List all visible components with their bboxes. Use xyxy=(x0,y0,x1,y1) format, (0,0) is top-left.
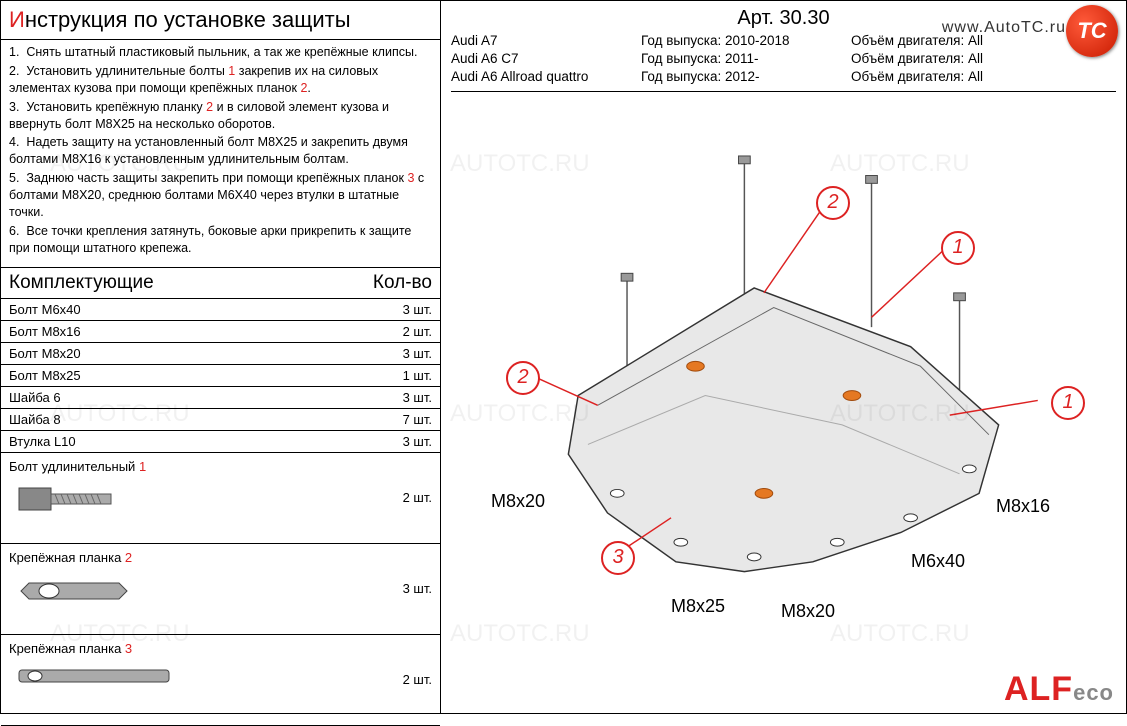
part-qty: 3 шт. xyxy=(350,386,440,408)
callout-1: 1 xyxy=(1051,386,1085,420)
part-name: Шайба 8 xyxy=(1,408,350,430)
table-row: Втулка L103 шт. xyxy=(1,430,440,452)
instruction-step: 2. Установить удлинительные болты 1 закр… xyxy=(9,63,432,97)
part-name: Болт М8х25 xyxy=(1,364,350,386)
parts-table: Болт М6х403 шт.Болт М8х162 шт.Болт М8х20… xyxy=(1,299,440,726)
table-row: Шайба 87 шт. xyxy=(1,408,440,430)
parts-header: Комплектующие Кол-во xyxy=(1,268,440,299)
part-qty: 2 шт. xyxy=(350,634,440,725)
callout-3: 3 xyxy=(601,541,635,575)
vehicle-year: Год выпуска: 2012- xyxy=(641,68,841,86)
plate-slot-icon xyxy=(9,656,179,696)
part-qty: 1 шт. xyxy=(350,364,440,386)
bolt-label: M8x25 xyxy=(671,596,725,617)
part-qty: 3 шт. xyxy=(350,543,440,634)
vehicle-model: Audi A6 Allroad quattro xyxy=(451,68,631,86)
plate-hole-icon xyxy=(9,565,159,615)
table-row: Шайба 63 шт. xyxy=(1,386,440,408)
part-name: Шайба 6 xyxy=(1,386,350,408)
vehicle-model: Audi A7 xyxy=(451,32,631,50)
bolt-label: M8x20 xyxy=(781,601,835,622)
part-name: Болт М8х16 xyxy=(1,320,350,342)
table-row: Крепёжная планка 23 шт. xyxy=(1,543,440,634)
instruction-step: 3. Установить крепёжную планку 2 и в сил… xyxy=(9,99,432,133)
parts-header-right: Кол-во xyxy=(373,272,432,294)
table-row: Болт удлинительный 12 шт. xyxy=(1,452,440,543)
skid-plate-diagram: 1 2 2 1 3 M8x20 M8x16 M6x40 M8x25 M8x20 xyxy=(451,96,1116,656)
title-first-letter: И xyxy=(9,7,25,32)
right-column: Арт. 30.30 Audi A7Год выпуска: 2010-2018… xyxy=(441,1,1126,713)
instruction-steps: 1. Снять штатный пластиковый пыльник, а … xyxy=(1,40,440,268)
left-column: Инструкция по установке защиты 1. Снять … xyxy=(1,1,441,713)
part-qty: 3 шт. xyxy=(350,342,440,364)
vehicle-engine: Объём двигателя: All xyxy=(851,50,1116,68)
table-row: Болт М8х251 шт. xyxy=(1,364,440,386)
tc-logo-icon: TC xyxy=(1066,5,1118,57)
part-name: Втулка L10 xyxy=(1,430,350,452)
part-name: Крепёжная планка 2 xyxy=(1,543,350,634)
instructions-title: Инструкция по установке защиты xyxy=(1,1,440,40)
part-qty: 2 шт. xyxy=(350,452,440,543)
vehicle-year: Год выпуска: 2010-2018 xyxy=(641,32,841,50)
instruction-step: 5. Заднюю часть защиты закрепить при пом… xyxy=(9,170,432,221)
bolt-icon xyxy=(9,474,159,524)
bolt-label: M8x20 xyxy=(491,491,545,512)
vehicle-model: Audi A6 C7 xyxy=(451,50,631,68)
parts-header-left: Комплектующие xyxy=(9,272,154,294)
table-row: Крепёжная планка 32 шт. xyxy=(1,634,440,725)
vehicle-year: Год выпуска: 2011- xyxy=(641,50,841,68)
table-row: Болт М6х403 шт. xyxy=(1,299,440,321)
title-rest: нструкция по установке защиты xyxy=(25,7,351,32)
table-row: Болт М8х162 шт. xyxy=(1,320,440,342)
part-name: Болт М8х20 xyxy=(1,342,350,364)
part-qty: 2 шт. xyxy=(350,320,440,342)
skid-plate-shape xyxy=(568,288,998,572)
table-row: Болт М8х203 шт. xyxy=(1,342,440,364)
watermark-url: www.AutoTC.ru xyxy=(942,19,1066,37)
part-qty: 7 шт. xyxy=(350,408,440,430)
bolt-label: M6x40 xyxy=(911,551,965,572)
instruction-step: 6. Все точки крепления затянуть, боковые… xyxy=(9,223,432,257)
part-name: Болт удлинительный 1 xyxy=(1,452,350,543)
part-name: Болт М6х40 xyxy=(1,299,350,321)
callout-2: 2 xyxy=(816,186,850,220)
vehicle-grid: Audi A7 Год выпуска: 2010-2018 Объём двига… xyxy=(451,32,1116,87)
callout-2: 2 xyxy=(506,361,540,395)
part-qty: 3 шт. xyxy=(350,299,440,321)
alfeco-logo: ALFeco xyxy=(1004,670,1114,709)
instruction-step: 1. Снять штатный пластиковый пыльник, а … xyxy=(9,44,432,61)
part-qty: 3 шт. xyxy=(350,430,440,452)
callout-1: 1 xyxy=(941,231,975,265)
instruction-step: 4. Надеть защиту на установленный болт М… xyxy=(9,134,432,168)
vehicle-engine: Объём двигателя: All xyxy=(851,68,1116,86)
page: Инструкция по установке защиты 1. Снять … xyxy=(0,0,1127,714)
diagram-svg xyxy=(451,96,1116,656)
part-name: Крепёжная планка 3 xyxy=(1,634,350,725)
bolt-label: M8x16 xyxy=(996,496,1050,517)
